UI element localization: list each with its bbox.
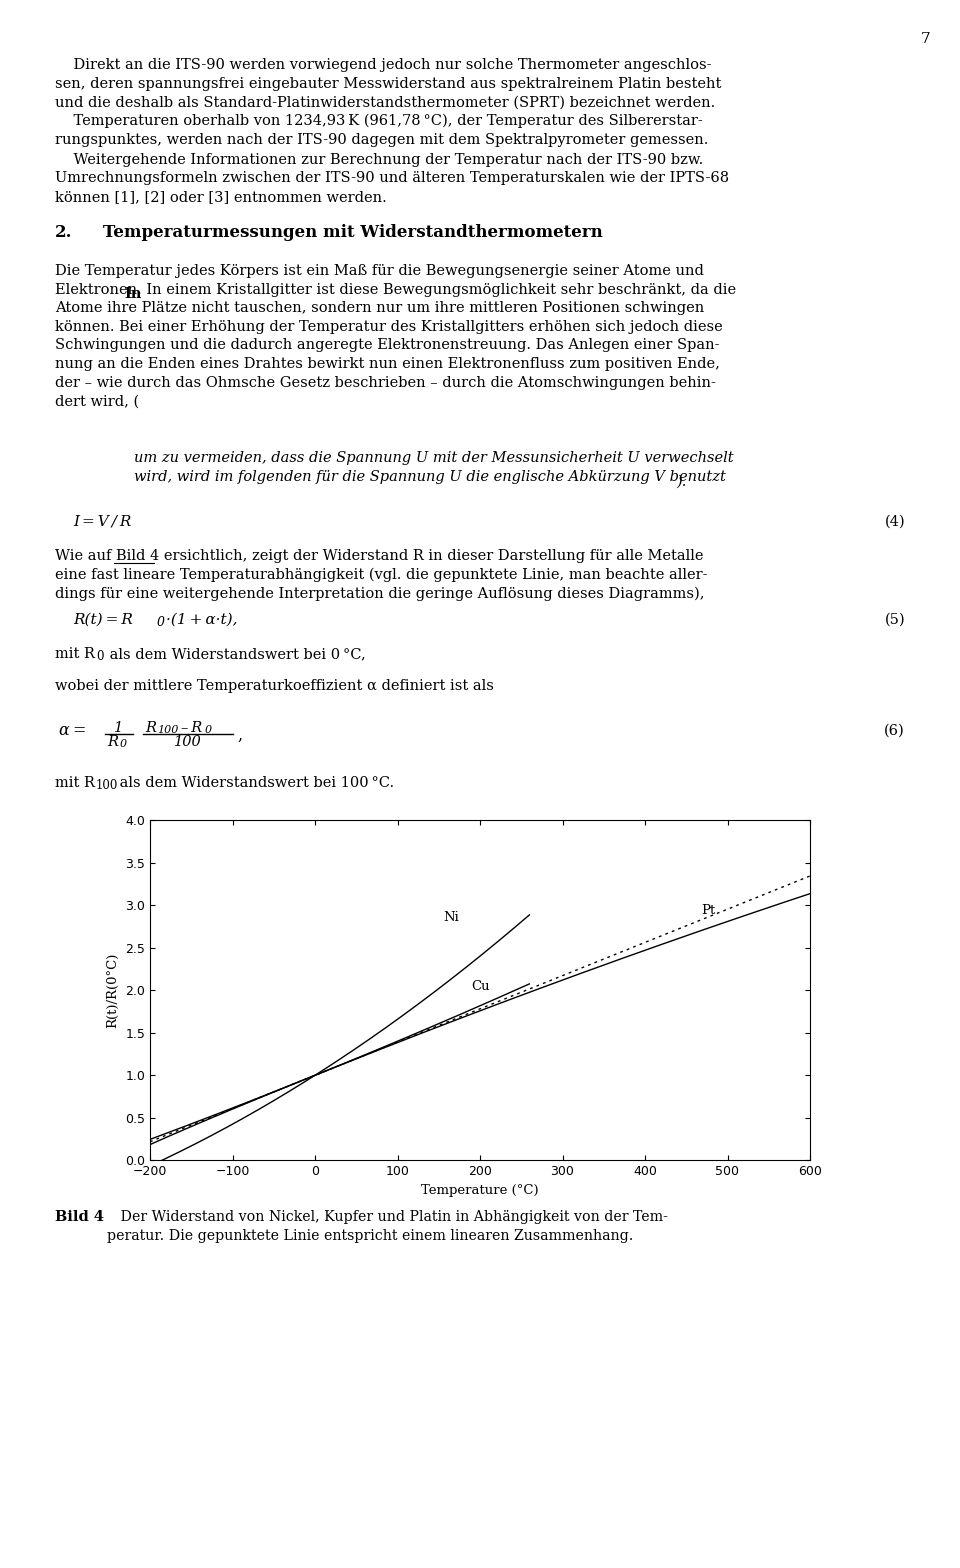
Text: 100: 100 [96,779,118,792]
Text: 1: 1 [114,721,124,735]
Text: (4): (4) [884,514,905,528]
Text: Die Temperatur jedes Körpers ist ein Maß für die Bewegungsenergie seiner Atome u: Die Temperatur jedes Körpers ist ein Maß… [55,263,736,408]
Text: – R: – R [181,721,203,735]
Text: α =: α = [59,721,86,739]
Text: um zu vermeiden, dass die Spannung U mit der Messunsicherheit U verwechselt
wird: um zu vermeiden, dass die Spannung U mit… [134,452,733,485]
Text: Der Widerstand von Nickel, Kupfer und Platin in Abhängigkeit von der Tem-
peratu: Der Widerstand von Nickel, Kupfer und Pl… [107,1210,668,1243]
Text: mit R: mit R [55,648,95,660]
Text: als dem Widerstandswert bei 100 °C.: als dem Widerstandswert bei 100 °C. [115,776,395,790]
Text: Temperaturen oberhalb von 1234,93 K (961,78 °C), der Temperatur des Silbererstar: Temperaturen oberhalb von 1234,93 K (961… [55,113,708,146]
Text: Wie auf Bild 4 ersichtlich, zeigt der Widerstand R in dieser Darstellung für all: Wie auf Bild 4 ersichtlich, zeigt der Wi… [55,549,708,601]
Text: 7: 7 [921,31,930,45]
Text: In: In [124,287,141,301]
Text: 0: 0 [157,616,165,629]
Text: I = V / R: I = V / R [73,514,132,528]
Text: Ni: Ni [443,911,459,924]
Text: ·(1 + α·t),: ·(1 + α·t), [166,612,237,626]
Text: R(t) = R: R(t) = R [73,612,132,626]
Text: (5): (5) [884,612,905,626]
Text: Direkt an die ITS-90 werden vorwiegend jedoch nur solche Thermometer angeschlos-: Direkt an die ITS-90 werden vorwiegend j… [55,58,721,110]
Text: ,: , [237,728,242,743]
Text: R: R [145,721,156,735]
Text: Cu: Cu [471,980,491,993]
Text: R: R [107,735,118,750]
Text: 0: 0 [96,649,104,663]
Text: Pt: Pt [701,903,715,917]
Y-axis label: R(t)/R(0°C): R(t)/R(0°C) [107,953,120,1029]
Text: mit R: mit R [55,776,95,790]
Text: 2.: 2. [55,224,73,241]
Text: Bild 4: Bild 4 [55,1210,104,1225]
Text: wobei der mittlere Temperaturkoeffizient α definiert ist als: wobei der mittlere Temperaturkoeffizient… [55,679,493,693]
Text: 0: 0 [120,739,127,750]
Text: 100: 100 [157,724,179,735]
Text: 100: 100 [174,735,202,750]
Text: ).: ). [676,475,686,489]
X-axis label: Temperature (°C): Temperature (°C) [421,1184,539,1196]
Text: Temperaturmessungen mit Widerstandthermometern: Temperaturmessungen mit Widerstandthermo… [103,224,603,241]
Text: (6): (6) [884,724,905,739]
Text: als dem Widerstandswert bei 0 °C,: als dem Widerstandswert bei 0 °C, [105,648,366,660]
Text: 0: 0 [205,724,212,735]
Text: Weitergehende Informationen zur Berechnung der Temperatur nach der ITS-90 bzw.
U: Weitergehende Informationen zur Berechnu… [55,152,730,204]
